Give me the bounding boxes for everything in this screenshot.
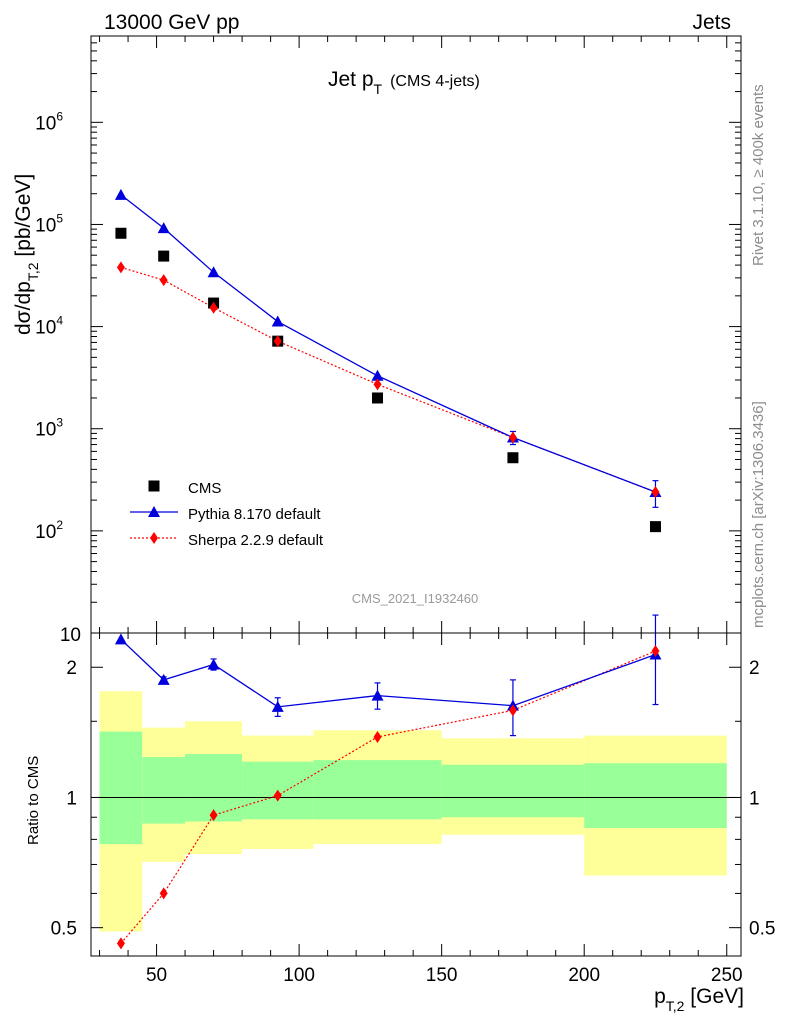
main-ytick-label-4: 106	[35, 109, 63, 134]
x-tick-label-1: 100	[283, 965, 315, 986]
ratio-inner-band-6	[584, 763, 727, 828]
ratio-sherpa-point-1	[159, 887, 168, 900]
axis-ticks	[91, 35, 741, 956]
main-ytick-label-1: 103	[35, 416, 63, 441]
main-ytick-label-2: 104	[35, 314, 63, 339]
ratio-ytick-label-right-0: 0.5	[749, 919, 775, 940]
pythia-point-0	[114, 188, 127, 200]
legend: CMS Pythia 8.170 default Sherpa 2.2.9 defa…	[130, 480, 324, 549]
ratio-pythia-point-3	[271, 700, 284, 712]
legend-pythia-marker	[148, 506, 160, 517]
ratio-bands	[99, 691, 727, 932]
ratio-sherpa-point-0	[116, 937, 125, 950]
ratio-y-axis-label: Ratio to CMS	[25, 756, 42, 845]
ratio-ytick-label-left-1: 1	[66, 788, 77, 809]
sherpa-point-2	[209, 301, 218, 314]
sherpa-point-1	[159, 274, 168, 287]
ylabel-main-sub: T,2	[25, 262, 41, 281]
ratio-inner-band-4	[313, 760, 442, 820]
ratio-pythia-line	[120, 638, 656, 708]
sherpa-point-3	[273, 335, 282, 348]
main-ytick-label-0: 102	[35, 518, 63, 543]
ratio-pythia-point-4	[371, 689, 384, 701]
legend-sherpa-marker	[150, 532, 158, 544]
cms-point-5	[507, 452, 519, 464]
ratio-sherpa-point-2	[209, 809, 218, 822]
ratio-pythia-point-0	[114, 633, 127, 645]
sherpa-line	[120, 266, 656, 493]
sherpa-point-0	[116, 261, 125, 274]
pythia-point-1	[157, 222, 170, 234]
ratio-inner-band-5	[441, 764, 585, 818]
pythia-point-4	[371, 369, 384, 381]
cms-point-1	[158, 250, 170, 262]
cms-point-0	[115, 227, 127, 239]
x-axis-label: pT,2 [GeV]	[654, 985, 744, 1014]
ratio-sherpa-point-5	[508, 704, 517, 717]
main-ytick-label-3: 105	[35, 211, 63, 236]
xlabel-pre: p	[654, 985, 666, 1008]
ratio-ytick-label-right-2: 2	[749, 658, 760, 679]
x-tick-label-3: 200	[568, 965, 600, 986]
main-y-axis-label: dσ/dpT,2 [pb/GeV]	[12, 174, 41, 335]
rivet-version-label: Rivet 3.1.10, ≥ 400k events	[750, 84, 767, 266]
sherpa-point-4	[373, 378, 382, 391]
ratio-ytick-label-left-0: 0.5	[51, 919, 77, 940]
main-ytick-mant-1: 10	[35, 420, 56, 441]
analysis-label: CMS_2021_I1932460	[352, 591, 479, 606]
xlabel-post: [GeV]	[684, 985, 744, 1008]
main-title-sub: T	[374, 81, 383, 97]
main-title-note: (CMS 4-jets)	[390, 73, 480, 90]
main-ytick-bottom-label: 10	[60, 625, 81, 646]
cms-point-6	[649, 521, 661, 533]
legend-entry-0: CMS	[188, 480, 221, 497]
header-left-label: 13000 GeV pp	[104, 11, 239, 34]
sherpa-point-6	[651, 486, 660, 499]
main-title-text: Jet p	[328, 68, 374, 91]
header-right-label: Jets	[692, 11, 731, 34]
pythia-line	[120, 194, 656, 493]
ratio-sherpa-point-6	[651, 645, 660, 658]
cms-point-4	[372, 392, 384, 404]
pythia-point-3	[271, 315, 284, 327]
main-ytick-exp-0: 2	[56, 518, 63, 532]
main-ytick-mant-3: 10	[35, 215, 56, 236]
main-ytick-mant-2: 10	[35, 318, 56, 339]
ratio-inner-band-1	[142, 757, 186, 824]
ratio-inner-band-0	[99, 731, 143, 845]
ratio-sherpa-point-4	[373, 730, 382, 743]
main-ytick-exp-1: 3	[56, 416, 63, 430]
main-ytick-exp-2: 4	[56, 314, 63, 328]
main-series-layer	[114, 188, 662, 533]
xlabel-sub: T,2	[666, 998, 685, 1014]
legend-entry-1: Pythia 8.170 default	[188, 506, 321, 523]
main-title: Jet pT (CMS 4-jets)	[328, 68, 480, 97]
ratio-pythia-point-1	[157, 673, 170, 685]
ratio-pythia-point-2	[207, 658, 220, 670]
ratio-sherpa-point-3	[273, 789, 282, 802]
x-tick-label-0: 50	[146, 965, 167, 986]
ratio-frame	[90, 632, 742, 957]
main-ytick-exp-4: 6	[56, 109, 63, 123]
main-ytick-mant-4: 10	[35, 113, 56, 134]
ratio-ytick-label-left-2: 2	[66, 658, 77, 679]
legend-entry-2: Sherpa 2.2.9 default	[188, 532, 324, 549]
sherpa-point-5	[508, 431, 517, 444]
ratio-series-layer	[114, 614, 662, 950]
legend-cms-marker	[148, 480, 160, 492]
ylabel-main-post: [pb/GeV]	[12, 174, 35, 263]
ratio-ytick-label-right-1: 1	[749, 788, 760, 809]
x-tick-label-2: 150	[426, 965, 458, 986]
main-ytick-mant-0: 10	[35, 522, 56, 543]
plot-frames	[90, 35, 742, 957]
mcplots-label: mcplots.cern.ch [arXiv:1306.3436]	[750, 401, 767, 628]
pythia-point-2	[207, 266, 220, 278]
main-ytick-exp-3: 5	[56, 211, 63, 225]
ylabel-main-pre: dσ/dp	[12, 281, 35, 335]
x-tick-label-4: 250	[711, 965, 743, 986]
